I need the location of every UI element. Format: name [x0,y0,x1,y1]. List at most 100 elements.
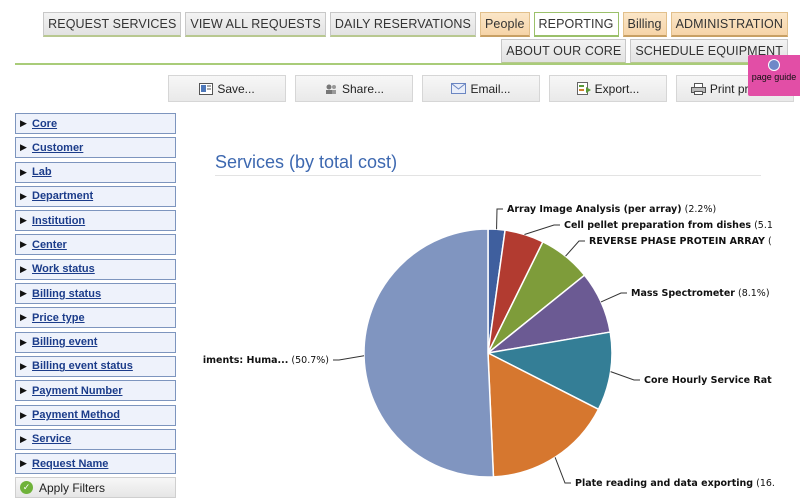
filter-label[interactable]: Price type [32,311,85,324]
filter-label[interactable]: Institution [32,214,86,227]
save-button[interactable]: Save... [168,75,286,102]
expand-triangle-icon: ▶ [20,142,27,153]
page-guide-label: page guide [751,72,797,82]
slice-name: Mass Spectrometer [631,288,735,299]
expand-triangle-icon: ▶ [20,409,27,420]
filter-label[interactable]: Payment Number [32,384,123,397]
expand-triangle-icon: ▶ [20,190,27,201]
slice-label: iments: Huma... (50.7%) [203,355,329,366]
nav-tab-view-all-requests[interactable]: VIEW ALL REQUESTS [185,12,326,37]
expand-triangle-icon: ▶ [20,336,27,347]
slice-label: Cell pellet preparation from dishes (5.1 [564,220,773,231]
slice-percent: ( [765,236,772,247]
filter-label[interactable]: Billing event [32,336,98,349]
apply-filters-button[interactable]: ✓ Apply Filters [15,477,176,498]
pie-chart: Array Image Analysis (per array) (2.2%) C… [203,204,775,489]
leader-line [610,371,640,381]
title-underline [215,175,761,176]
email-button[interactable]: Email... [422,75,540,102]
filter-label[interactable]: Customer [32,141,84,154]
filter-label[interactable]: Billing status [32,287,102,300]
page-guide-button[interactable]: page guide [748,55,800,96]
filter-payment-number[interactable]: ▶ Payment Number [15,380,176,402]
filter-department[interactable]: ▶ Department [15,185,176,207]
slice-percent: (16. [753,478,775,489]
nav-tab-reporting[interactable]: REPORTING [533,12,619,37]
pie-slice[interactable] [363,228,495,478]
slice-name: Cell pellet preparation from dishes [564,220,751,231]
slice-name: REVERSE PHASE PROTEIN ARRAY [589,236,765,247]
email-label: Email... [470,81,511,96]
slice-percent: (2.2%) [682,204,717,215]
filter-center[interactable]: ▶ Center [15,234,176,256]
chart-title: Services (by total cost) [215,152,398,172]
filter-core[interactable]: ▶ Core [15,113,176,134]
nav-divider [15,63,788,65]
slice-name: Core Hourly Service Rat [644,375,772,386]
report-toolbar: Save... Share... Email... Export... Prin… [168,75,794,102]
filter-label[interactable]: Department [32,190,94,203]
slice-label: Plate reading and data exporting (16. [575,478,775,489]
nav-tab-billing[interactable]: Billing [622,12,667,37]
nav-tab-about-our-core[interactable]: ABOUT OUR CORE [501,39,627,64]
nav-tab-people[interactable]: People [479,12,530,37]
expand-triangle-icon: ▶ [20,263,27,274]
filter-payment-method[interactable]: ▶ Payment Method [15,404,176,426]
slice-label: REVERSE PHASE PROTEIN ARRAY ( [589,236,772,247]
slice-percent: (5.1 [751,220,773,231]
export-icon [576,82,591,95]
slice-label: Mass Spectrometer (8.1%) [631,288,770,299]
export-button[interactable]: Export... [549,75,667,102]
filter-work-status[interactable]: ▶ Work status [15,258,176,280]
filter-label[interactable]: Lab [32,166,52,179]
leader-line [333,355,365,361]
filter-label[interactable]: Request Name [32,457,109,470]
filter-billing-event-status[interactable]: ▶ Billing event status [15,355,176,377]
filter-sidebar: ▶ Core ▶ Customer ▶ Lab ▶ Department ▶ Institutio… [15,113,176,477]
filter-label[interactable]: Work status [32,263,95,276]
slice-percent: (8.1%) [735,288,770,299]
slice-label: Array Image Analysis (per array) (2.2%) [507,204,716,215]
main-nav-row-2: ABOUT OUR CORE SCHEDULE EQUIPMENT [501,39,788,64]
leader-line [554,457,571,484]
filter-label[interactable]: Service [32,433,72,446]
filter-label[interactable]: Center [32,238,67,251]
expand-triangle-icon: ▶ [20,312,27,323]
envelope-icon [451,83,467,94]
filter-lab[interactable]: ▶ Lab [15,161,176,183]
nav-tab-daily-reservations[interactable]: DAILY RESERVATIONS [329,12,476,37]
share-button[interactable]: Share... [295,75,413,102]
slice-name: iments: Huma... [203,355,289,366]
nav-tab-administration[interactable]: ADMINISTRATION [670,12,788,37]
expand-triangle-icon: ▶ [20,239,27,250]
leader-line [524,224,560,235]
printer-icon [690,82,706,95]
filter-customer[interactable]: ▶ Customer [15,137,176,159]
pie-slice[interactable] [487,351,600,478]
save-icon [199,82,214,95]
expand-triangle-icon: ▶ [20,118,27,128]
filter-label[interactable]: Billing event status [32,360,133,373]
filter-label[interactable]: Payment Method [32,409,121,422]
filter-service[interactable]: ▶ Service [15,428,176,450]
filter-request-name[interactable]: ▶ Request Name [15,453,176,475]
filter-price-type[interactable]: ▶ Price type [15,307,176,329]
nav-tab-schedule-equipment[interactable]: SCHEDULE EQUIPMENT [630,39,788,64]
report-content: Services (by total cost) Array Image Ana… [186,108,800,500]
filter-billing-status[interactable]: ▶ Billing status [15,283,176,305]
expand-triangle-icon: ▶ [20,215,27,226]
slice-name: Plate reading and data exporting [575,478,753,489]
expand-triangle-icon: ▶ [20,385,27,396]
expand-triangle-icon: ▶ [20,166,27,177]
leader-line [496,208,503,230]
slice-name: Array Image Analysis (per array) [507,204,682,215]
nav-tab-request-services[interactable]: REQUEST SERVICES [43,12,182,37]
filter-institution[interactable]: ▶ Institution [15,210,176,232]
save-label: Save... [217,81,255,96]
filter-billing-event[interactable]: ▶ Billing event [15,331,176,353]
pie-slice[interactable] [485,331,613,411]
filter-label[interactable]: Core [32,117,58,130]
apply-filters-label: Apply Filters [39,480,106,495]
page-guide-icon [768,59,780,71]
share-label: Share... [341,81,385,96]
